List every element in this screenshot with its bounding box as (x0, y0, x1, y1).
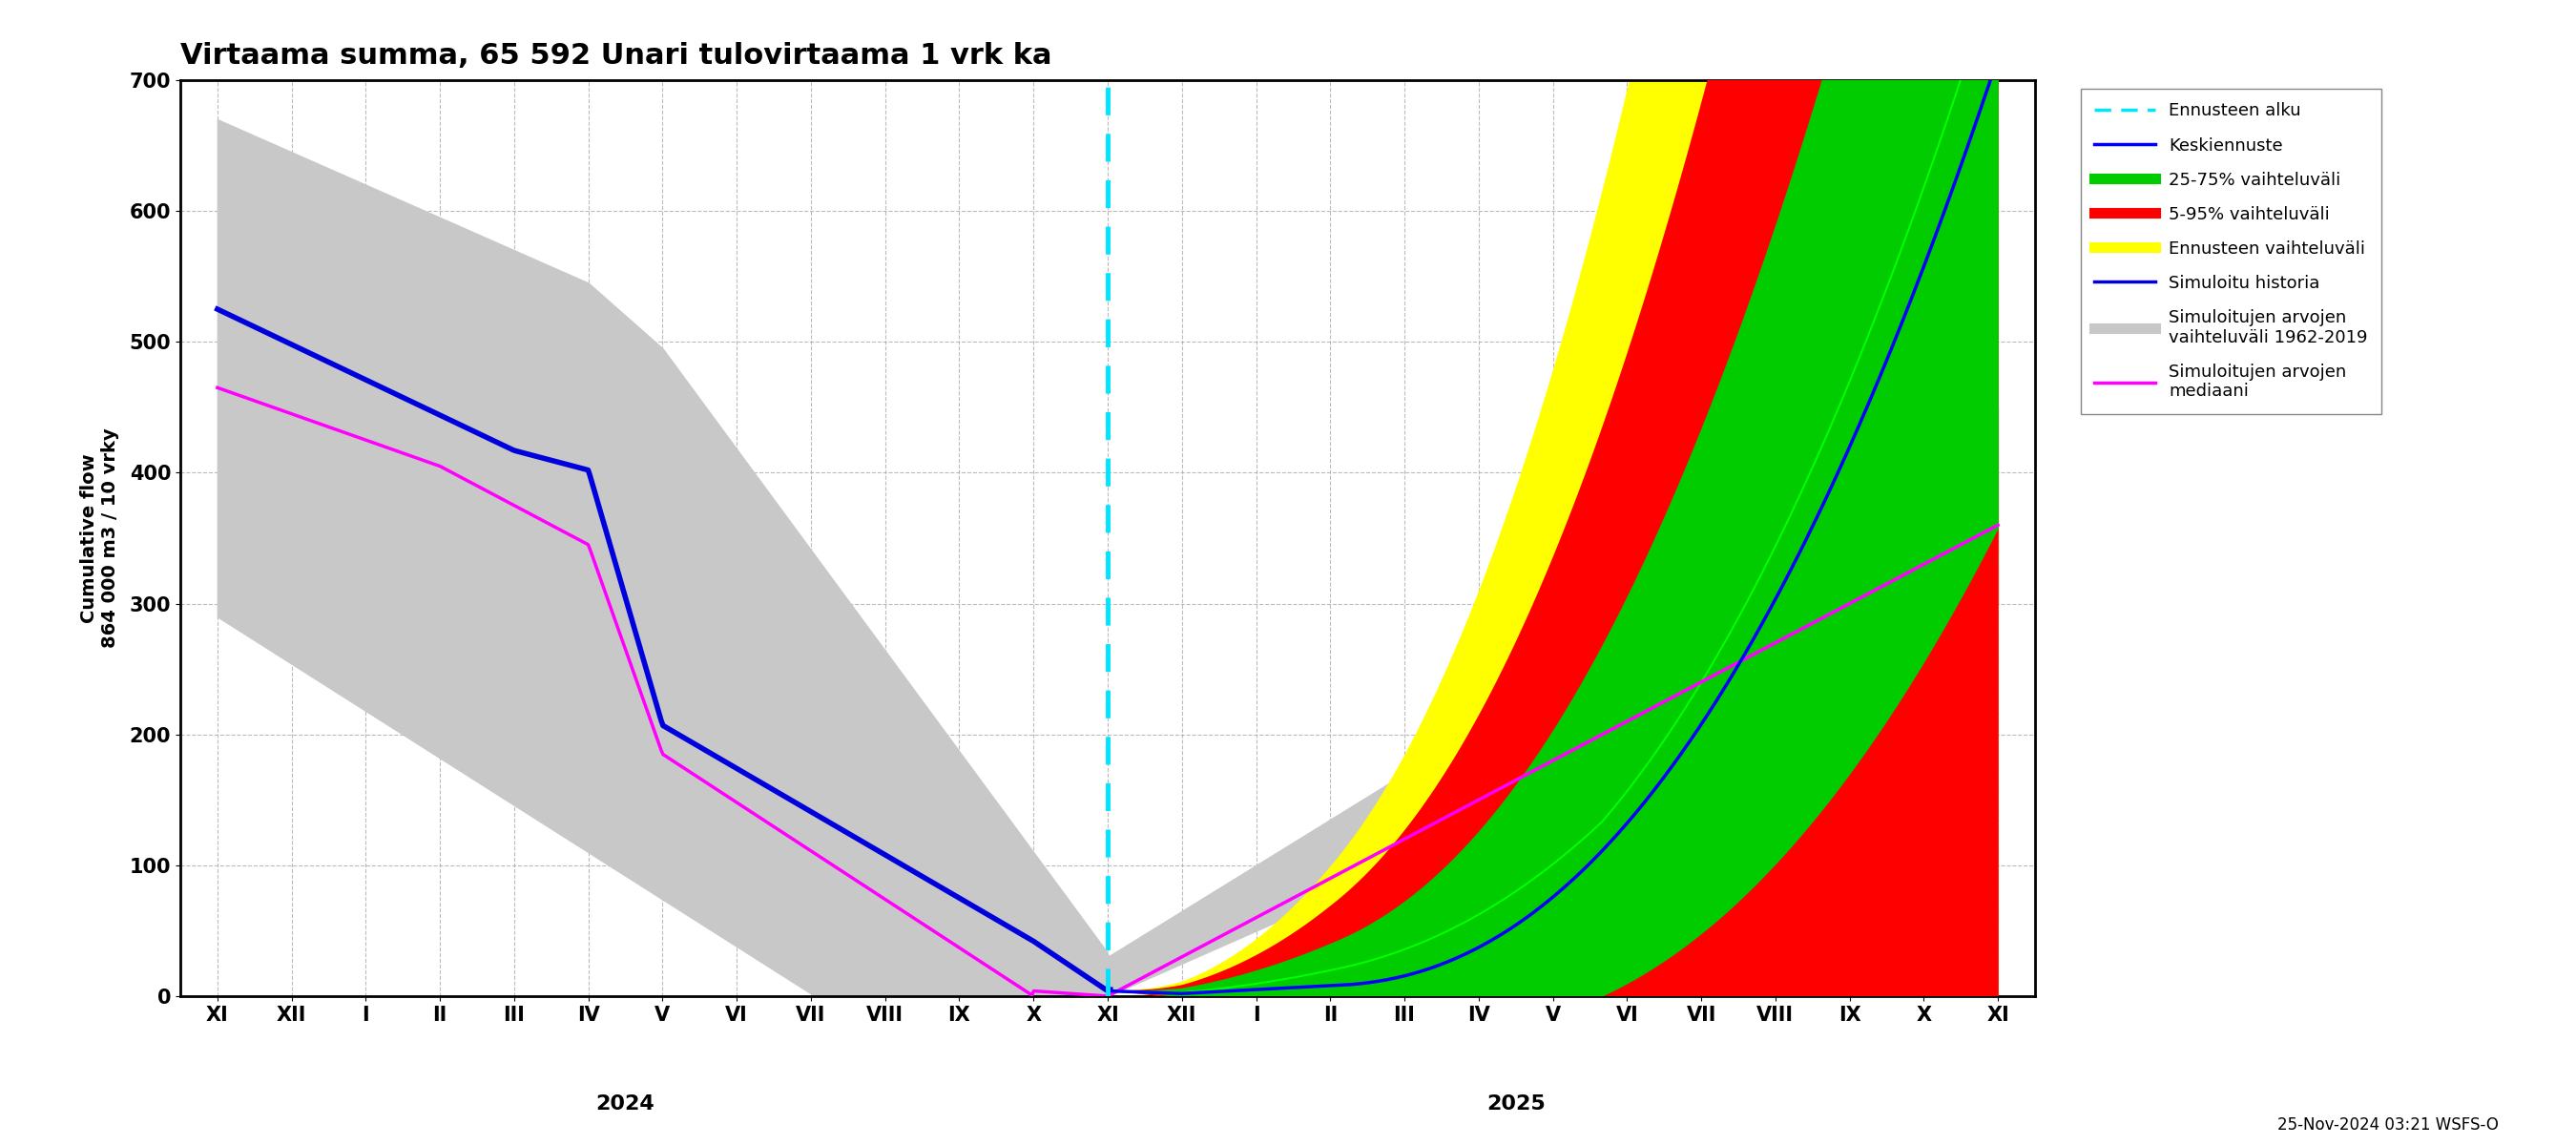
Legend: Ennusteen alku, Keskiennuste, 25-75% vaihteluväli, 5-95% vaihteluväli, Ennusteen: Ennusteen alku, Keskiennuste, 25-75% vai… (2081, 89, 2380, 414)
Text: Virtaama summa, 65 592 Unari tulovirtaama 1 vrk ka: Virtaama summa, 65 592 Unari tulovirtaam… (180, 42, 1051, 70)
Text: 2025: 2025 (1486, 1095, 1546, 1113)
Y-axis label: Cumulative flow
864 000 m3 / 10 vrky: Cumulative flow 864 000 m3 / 10 vrky (80, 428, 118, 648)
Text: 25-Nov-2024 03:21 WSFS-O: 25-Nov-2024 03:21 WSFS-O (2277, 1116, 2499, 1134)
Text: 2024: 2024 (595, 1095, 654, 1113)
